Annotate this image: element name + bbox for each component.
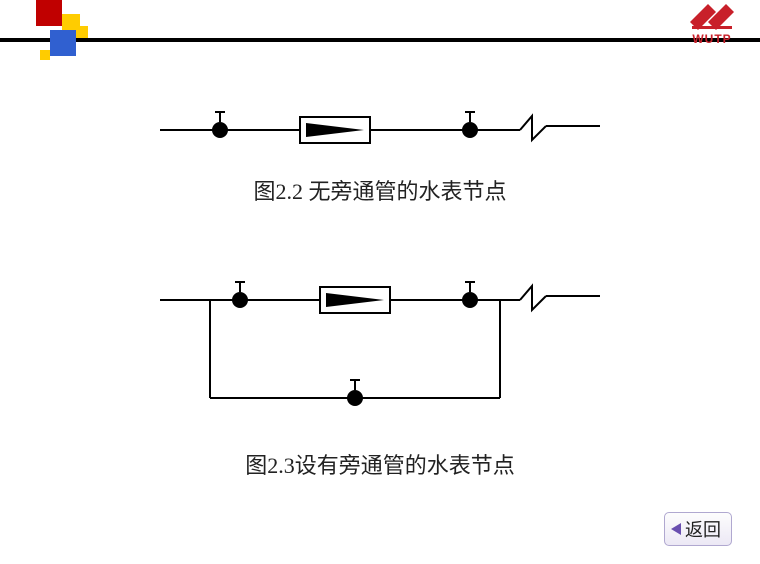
figure-2-3-diagram bbox=[150, 270, 610, 435]
figure-2-2-svg bbox=[150, 100, 610, 160]
wutp-logo-text: WUTP bbox=[682, 32, 742, 46]
back-button-label: 返回 bbox=[685, 516, 721, 542]
corner-decoration bbox=[0, 0, 100, 60]
figure-2-2-caption: 图2.2 无旁通管的水表节点 bbox=[0, 174, 760, 206]
corner-decoration-svg bbox=[0, 0, 100, 64]
wutp-logo-icon bbox=[686, 2, 738, 32]
title-divider-bar bbox=[0, 38, 760, 42]
back-arrow-icon bbox=[671, 523, 681, 535]
figure-2-2-diagram bbox=[150, 100, 610, 165]
slide: WUTP 图2.2 无旁通管的水表节点 图2.3设有旁通管的水表节点 返回 bbox=[0, 0, 760, 564]
figure-2-3-caption: 图2.3设有旁通管的水表节点 bbox=[0, 448, 760, 480]
back-button[interactable]: 返回 bbox=[664, 512, 732, 546]
figure-2-3-svg bbox=[150, 270, 610, 430]
wutp-logo: WUTP bbox=[682, 2, 742, 46]
